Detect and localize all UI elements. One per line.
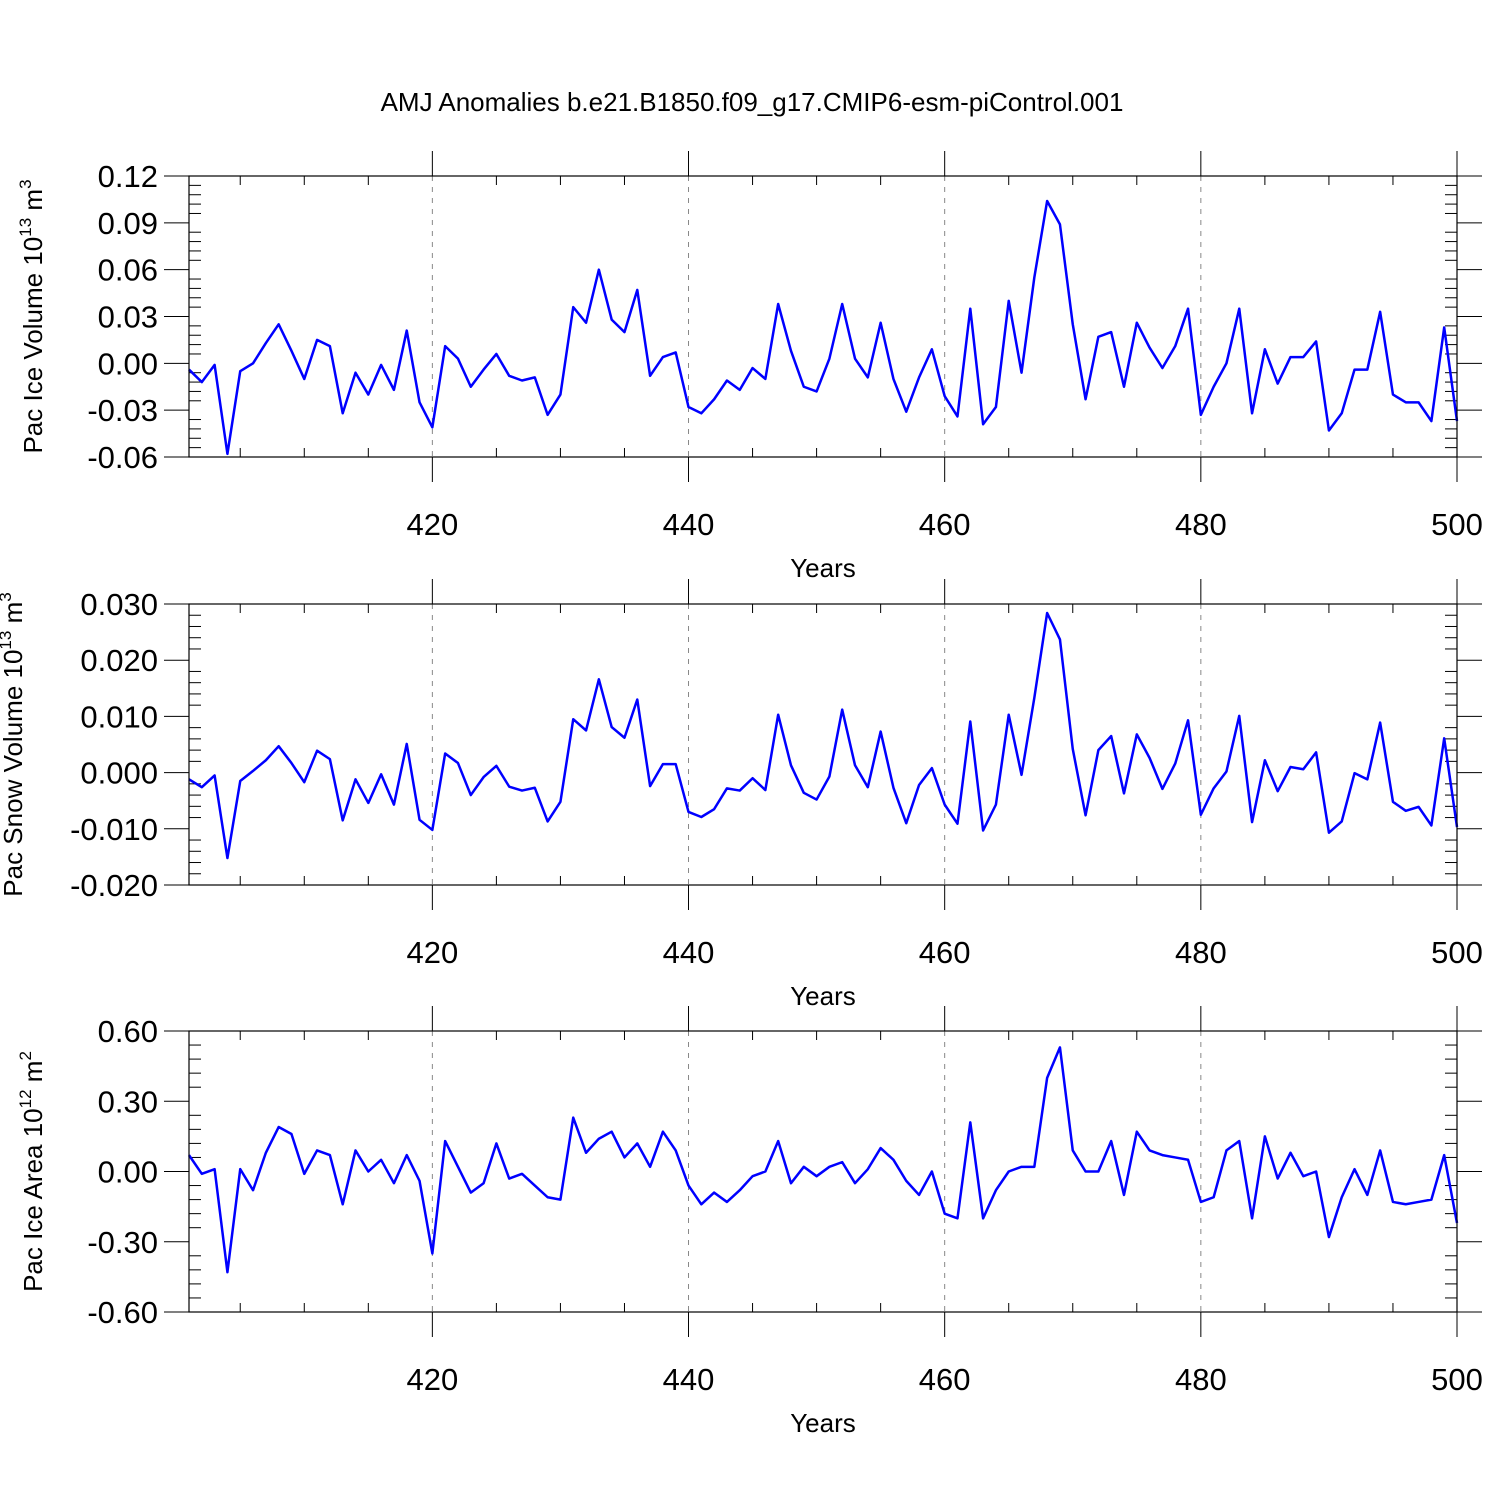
chart-title: AMJ Anomalies b.e21.B1850.f09_g17.CMIP6-… (381, 87, 1124, 117)
x-axis-label: Years (790, 553, 856, 583)
x-tick-label: 440 (663, 935, 715, 970)
x-tick-label: 440 (663, 507, 715, 542)
x-tick-label: 500 (1431, 935, 1483, 970)
x-tick-label: 480 (1175, 1362, 1227, 1397)
pac-snow-volume-series-line (188, 611, 1459, 860)
y-tick-label: 0.000 (80, 756, 158, 791)
x-axis-label: Years (790, 981, 856, 1011)
pac-snow-volume-panel: -0.020 -0.010 0.000 0.010 0.020 0.030 420 440 46… (0, 579, 1483, 1011)
y-axis-label: Pac Snow Volume 1013 m3 (0, 592, 28, 896)
y-tick-label: -0.010 (70, 812, 158, 847)
x-tick-label: 420 (406, 507, 458, 542)
x-tick-label: 480 (1175, 507, 1227, 542)
y-tick-label: 0.030 (80, 587, 158, 622)
plot-frame (188, 175, 1458, 458)
panels: -0.06 -0.03 0.00 0.03 0.06 0.09 0.12 420 440 460 4… (0, 151, 1483, 1438)
plot-frame (188, 1030, 1458, 1313)
y-tick-label: 0.30 (98, 1084, 158, 1119)
pac-ice-area-panel: -0.60 -0.30 0.00 0.30 0.60 420 440 460 480 500 Yea… (16, 1006, 1483, 1438)
y-axis-label: Pac Ice Volume 1013 m3 (16, 179, 48, 453)
y-tick-label: 0.60 (98, 1014, 158, 1049)
x-tick-label: 440 (663, 1362, 715, 1397)
y-tick-label: 0.12 (98, 159, 158, 194)
y-tick-label: 0.020 (80, 643, 158, 678)
pac-ice-volume-panel: -0.06 -0.03 0.00 0.03 0.06 0.09 0.12 420 440 460 4… (16, 151, 1483, 583)
pac-ice-volume-series-line (188, 199, 1459, 456)
x-tick-label: 480 (1175, 935, 1227, 970)
y-tick-label: -0.06 (87, 440, 158, 475)
y-tick-label: -0.020 (70, 868, 158, 903)
x-tick-label: 460 (919, 507, 971, 542)
pac-ice-area-series-line (187, 1046, 1459, 1274)
x-tick-label: 420 (406, 1362, 458, 1397)
x-tick-label: 500 (1431, 507, 1483, 542)
y-tick-label: 0.00 (98, 1155, 158, 1190)
y-tick-label: 0.03 (98, 300, 158, 335)
x-tick-label: 460 (919, 935, 971, 970)
y-tick-label: -0.30 (87, 1225, 158, 1260)
y-tick-label: -0.60 (87, 1295, 158, 1330)
y-tick-label: 0.09 (98, 206, 158, 241)
y-tick-label: 0.010 (80, 699, 158, 734)
y-tick-label: 0.00 (98, 346, 158, 381)
x-tick-label: 420 (406, 935, 458, 970)
y-tick-label: 0.06 (98, 253, 158, 288)
x-tick-label: 460 (919, 1362, 971, 1397)
plot-frame (188, 603, 1458, 886)
y-tick-label: -0.03 (87, 393, 158, 428)
x-tick-label: 500 (1431, 1362, 1483, 1397)
y-axis-label: Pac Ice Area 1012 m2 (16, 1051, 48, 1292)
x-axis-label: Years (790, 1408, 856, 1438)
